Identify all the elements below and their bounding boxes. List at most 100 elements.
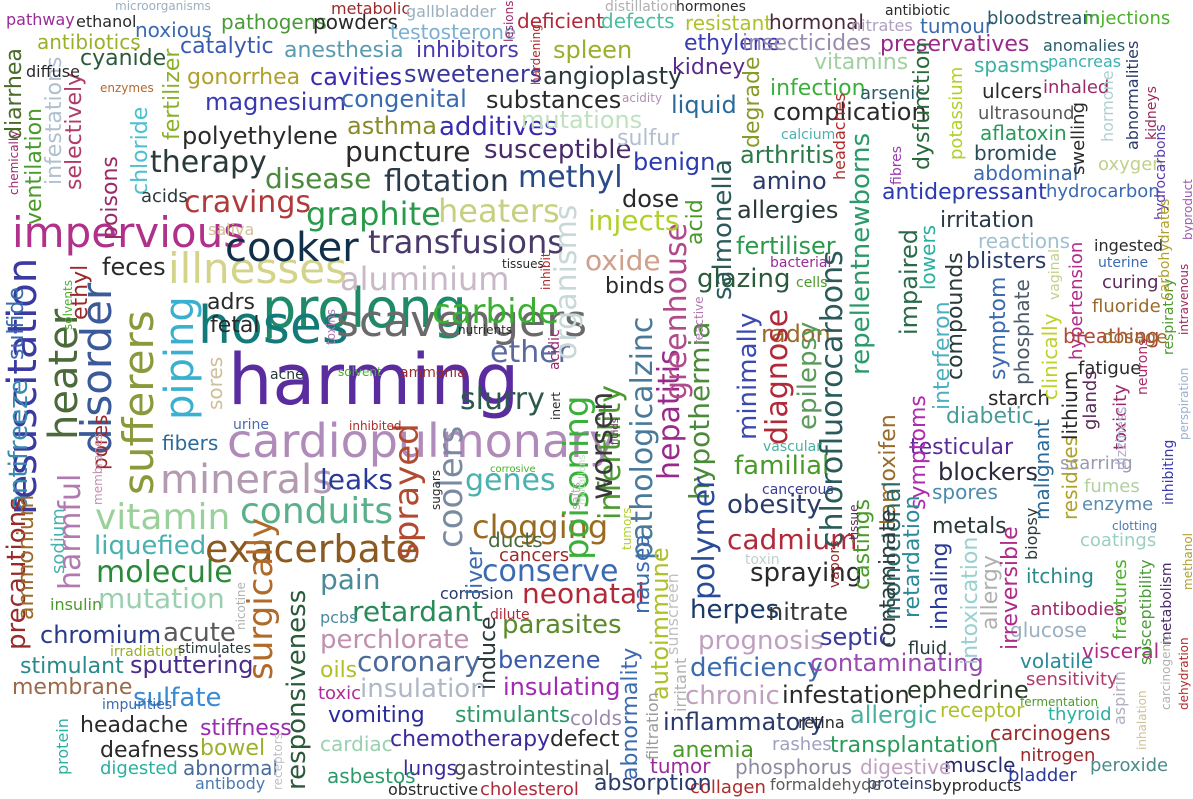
word-ducts: ducts <box>488 528 543 552</box>
word-methyl: methyl <box>518 160 623 195</box>
word-coronary: coronary <box>357 645 481 678</box>
word-fluid: fluid <box>908 638 948 659</box>
word-hormonal: hormonal <box>769 10 864 34</box>
word-tumour: tumour <box>920 14 994 38</box>
word-calcium: calcium <box>781 127 836 143</box>
word-phosphate: phosphate <box>1010 279 1034 385</box>
word-spores: spores <box>932 480 998 504</box>
word-transfusions: transfusions <box>368 223 564 261</box>
word-tumors: tumors <box>620 507 634 550</box>
word-fluids: fluids <box>610 418 621 445</box>
word-volatile: volatile <box>1020 649 1094 673</box>
word-sulfur: sulfur <box>617 126 680 151</box>
word-cardiopulmonary: cardiopulmonary <box>227 414 617 468</box>
word-tissue: tissue <box>847 504 861 540</box>
word-impurities: impurities <box>102 697 173 713</box>
word-inhaled: inhaled <box>1043 77 1110 98</box>
word-clinically: clinically <box>1038 313 1062 400</box>
word-arsenic: arsenic <box>860 83 926 104</box>
word-aspirin: aspirin <box>1110 671 1129 725</box>
word-carcinogens: carcinogens <box>990 721 1111 745</box>
word-abnormalities: abnormalities <box>1123 40 1142 150</box>
word-congenital: congenital <box>341 85 467 113</box>
word-lithium: lithium <box>1058 370 1082 440</box>
word-vapors: vapors <box>827 540 843 588</box>
word-tumor: tumor <box>650 754 711 778</box>
word-solvents: solvents <box>61 280 75 330</box>
word-defects: defects <box>601 9 675 33</box>
word-antibody: antibody <box>195 774 266 793</box>
word-insulating: insulating <box>503 673 621 701</box>
word-sprayed: sprayed <box>387 423 427 560</box>
word-asbestos: asbestos <box>327 764 416 788</box>
word-clogging: clogging <box>472 508 609 546</box>
word-cooker: cooker <box>225 225 359 271</box>
word-liver: liver <box>463 547 488 595</box>
word-sufferers: sufferers <box>114 310 163 495</box>
word-powders: powders <box>313 10 398 34</box>
word-sensitivity: sensitivity <box>1026 669 1118 690</box>
word-antibiotics: antibiotics <box>37 30 141 54</box>
word-aflatoxin: aflatoxin <box>980 121 1067 145</box>
word-headache: headache <box>80 713 188 738</box>
word-glucose: glucose <box>1010 618 1087 642</box>
word-neurons: neurons <box>1135 338 1151 395</box>
word-deficiency: deficiency <box>690 653 823 683</box>
word-genes: genes <box>465 463 556 498</box>
word-induce: induce <box>476 616 501 690</box>
word-conserve: conserve <box>482 554 619 589</box>
word-tissues: tissues <box>502 257 544 271</box>
word-anomalies: anomalies <box>1043 36 1126 55</box>
word-solvent: solvent <box>338 365 382 379</box>
word-harming: harming <box>228 339 520 421</box>
word-nitrates: nitrates <box>851 16 913 35</box>
word-allergic: allergic <box>850 701 938 729</box>
word-susceptibility: susceptibility <box>1136 559 1155 665</box>
word-blockers: blockers <box>938 458 1038 486</box>
word-kidney: kidney <box>672 55 746 80</box>
word-deficient: deficient <box>517 9 604 33</box>
word-substances: substances <box>486 86 622 114</box>
word-dose: dose <box>622 185 680 213</box>
word-vomiting: vomiting <box>328 703 425 728</box>
word-slurry: slurry <box>460 382 545 417</box>
word-acidity: acidity <box>622 91 663 105</box>
word-visceral: visceral <box>1082 639 1160 663</box>
word-inhibit: inhibit <box>539 252 553 290</box>
word-bladder: bladder <box>1008 765 1077 786</box>
word-glands: glands <box>1080 370 1101 430</box>
word-starch: starch <box>988 386 1050 410</box>
word-abdominal: abdominal <box>973 161 1079 185</box>
word-oxide: oxide <box>585 244 661 277</box>
word-cavities: cavities <box>310 63 403 91</box>
word-prognosis: prognosis <box>698 626 824 656</box>
word-peroxide: peroxide <box>1090 755 1169 776</box>
word-nitrogen: nitrogen <box>1020 745 1096 766</box>
word-susceptible: susceptible <box>484 135 632 165</box>
word-digestive: digestive <box>860 755 952 779</box>
word-spleen: spleen <box>553 36 633 64</box>
word-scavengers: scavengers <box>336 296 588 347</box>
word-hormone: hormone <box>1098 70 1117 142</box>
word-asthma: asthma <box>347 112 437 140</box>
word-absorption: absorption <box>594 771 712 796</box>
word-saliva: saliva <box>208 220 255 239</box>
word-exacerbate: exacerbate <box>205 527 420 571</box>
word-complication: complication <box>773 98 927 126</box>
word-benzene: benzene <box>498 646 601 674</box>
word-carcinogenic: carcinogenic <box>1159 633 1173 710</box>
word-acne: acne <box>270 367 304 383</box>
word-uterine: uterine <box>1098 255 1149 271</box>
word-curing: curing <box>1102 272 1159 293</box>
word-lesions: lesions <box>502 0 516 42</box>
word-injections: injections <box>1084 8 1171 29</box>
word-leaks: leaks <box>320 463 393 496</box>
word-dizziness: dizziness <box>1114 406 1130 470</box>
word-injects: injects <box>588 204 680 237</box>
word-corrosion: corrosion <box>440 584 514 603</box>
word-diagnose: diagnose <box>760 308 795 445</box>
word-fractures: fractures <box>1110 559 1131 640</box>
word-cholesterol: cholesterol <box>480 779 579 799</box>
word-repellentnewborns: repellentnewborns <box>846 132 876 375</box>
word-contaminate: contaminate <box>876 509 901 648</box>
